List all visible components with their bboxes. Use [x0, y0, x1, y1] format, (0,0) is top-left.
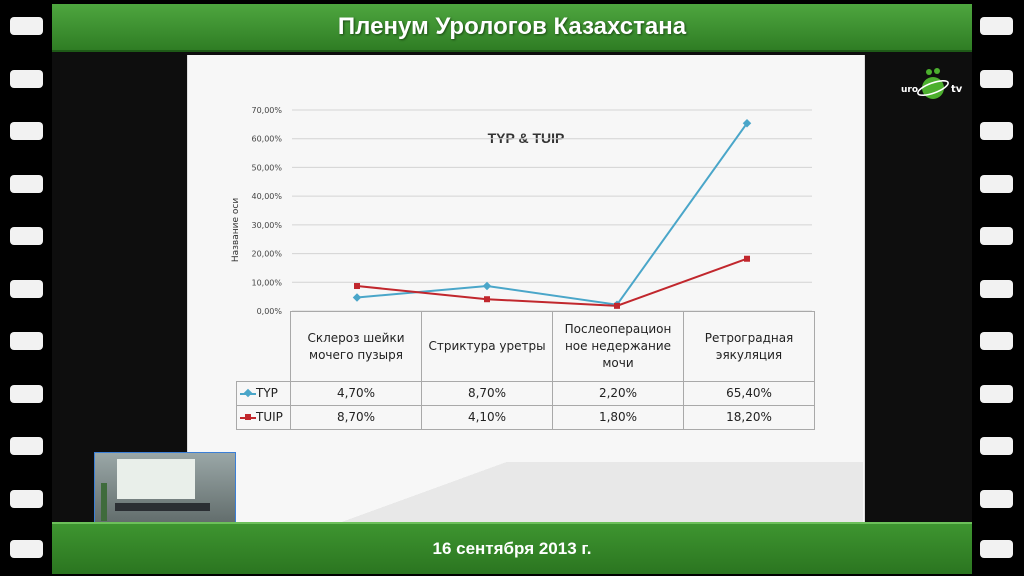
value-cell: 8,70%	[290, 405, 422, 430]
y-tick-label: 60,00%	[251, 135, 282, 144]
data-point-tuip	[354, 283, 360, 290]
inset-flag	[101, 483, 107, 521]
presentation-slide: TYP & TUIP	[187, 55, 865, 525]
y-tick-label: 10,00%	[251, 278, 282, 287]
footer-bar: 16 сентября 2013 г.	[52, 522, 972, 574]
header-bar: Пленум Урологов Казахстана	[52, 4, 972, 52]
logo-text-right: tv	[951, 84, 963, 95]
y-axis-ticks: 0,00%10,00%20,00%30,00%40,00%50,00%60,00…	[251, 106, 282, 316]
y-tick-label: 30,00%	[251, 221, 282, 230]
y-axis-label: Название оси	[231, 198, 241, 262]
data-point-tuip	[744, 255, 750, 262]
data-point-typ	[482, 281, 492, 291]
value-cell: 65,40%	[683, 381, 815, 406]
y-tick-label: 70,00%	[251, 106, 282, 115]
data-point-tuip	[614, 302, 620, 309]
data-point-typ	[352, 293, 362, 302]
chart-grid	[292, 109, 812, 312]
table-row: TUIP 8,70% 4,10% 1,80% 18,20%	[236, 405, 815, 430]
conference-hall-inset	[94, 452, 236, 524]
category-cell: Послеоперацион ное недержание мочи	[552, 311, 684, 382]
page-title: Пленум Урологов Казахстана	[337, 13, 687, 40]
category-cell: Стриктура уретры	[421, 311, 553, 382]
footer-date: 16 сентября 2013 г.	[432, 539, 592, 558]
value-cell: 18,20%	[683, 405, 815, 430]
data-point-tuip	[484, 296, 490, 303]
chart-series	[352, 118, 752, 309]
legend-tuip: TUIP	[236, 405, 291, 430]
y-tick-label: 40,00%	[251, 192, 282, 201]
value-cell: 4,10%	[421, 405, 553, 430]
table-row: TYP 4,70% 8,70% 2,20% 65,40%	[236, 381, 815, 406]
chart-title: TYP & TUIP	[487, 130, 565, 146]
y-tick-label: 20,00%	[251, 250, 282, 259]
inset-presidium-table	[115, 503, 210, 511]
data-table: Склероз шейки мочего пузыря Стриктура ур…	[236, 311, 815, 430]
category-cell: Ретроградная эякуляция	[683, 311, 815, 382]
legend-tur: TYP	[236, 381, 291, 406]
slide-decoration	[187, 462, 863, 522]
uro-tv-logo: uro tv	[901, 68, 963, 99]
category-cell: Склероз шейки мочего пузыря	[290, 311, 422, 382]
table-corner	[236, 311, 291, 382]
value-cell: 1,80%	[552, 405, 684, 430]
y-tick-label: 50,00%	[251, 163, 282, 172]
legend-tuip-swatch	[240, 413, 256, 420]
value-cell: 2,20%	[552, 381, 684, 406]
inset-projection-screen	[117, 459, 195, 499]
legend-tur-swatch	[240, 388, 256, 397]
value-cell: 8,70%	[421, 381, 553, 406]
series-line-tuip	[356, 257, 748, 307]
value-cell: 4,70%	[290, 381, 422, 406]
series-line-typ	[356, 122, 748, 306]
table-header-row: Склероз шейки мочего пузыря Стриктура ур…	[236, 311, 815, 382]
logo-text-left: uro	[901, 85, 918, 95]
